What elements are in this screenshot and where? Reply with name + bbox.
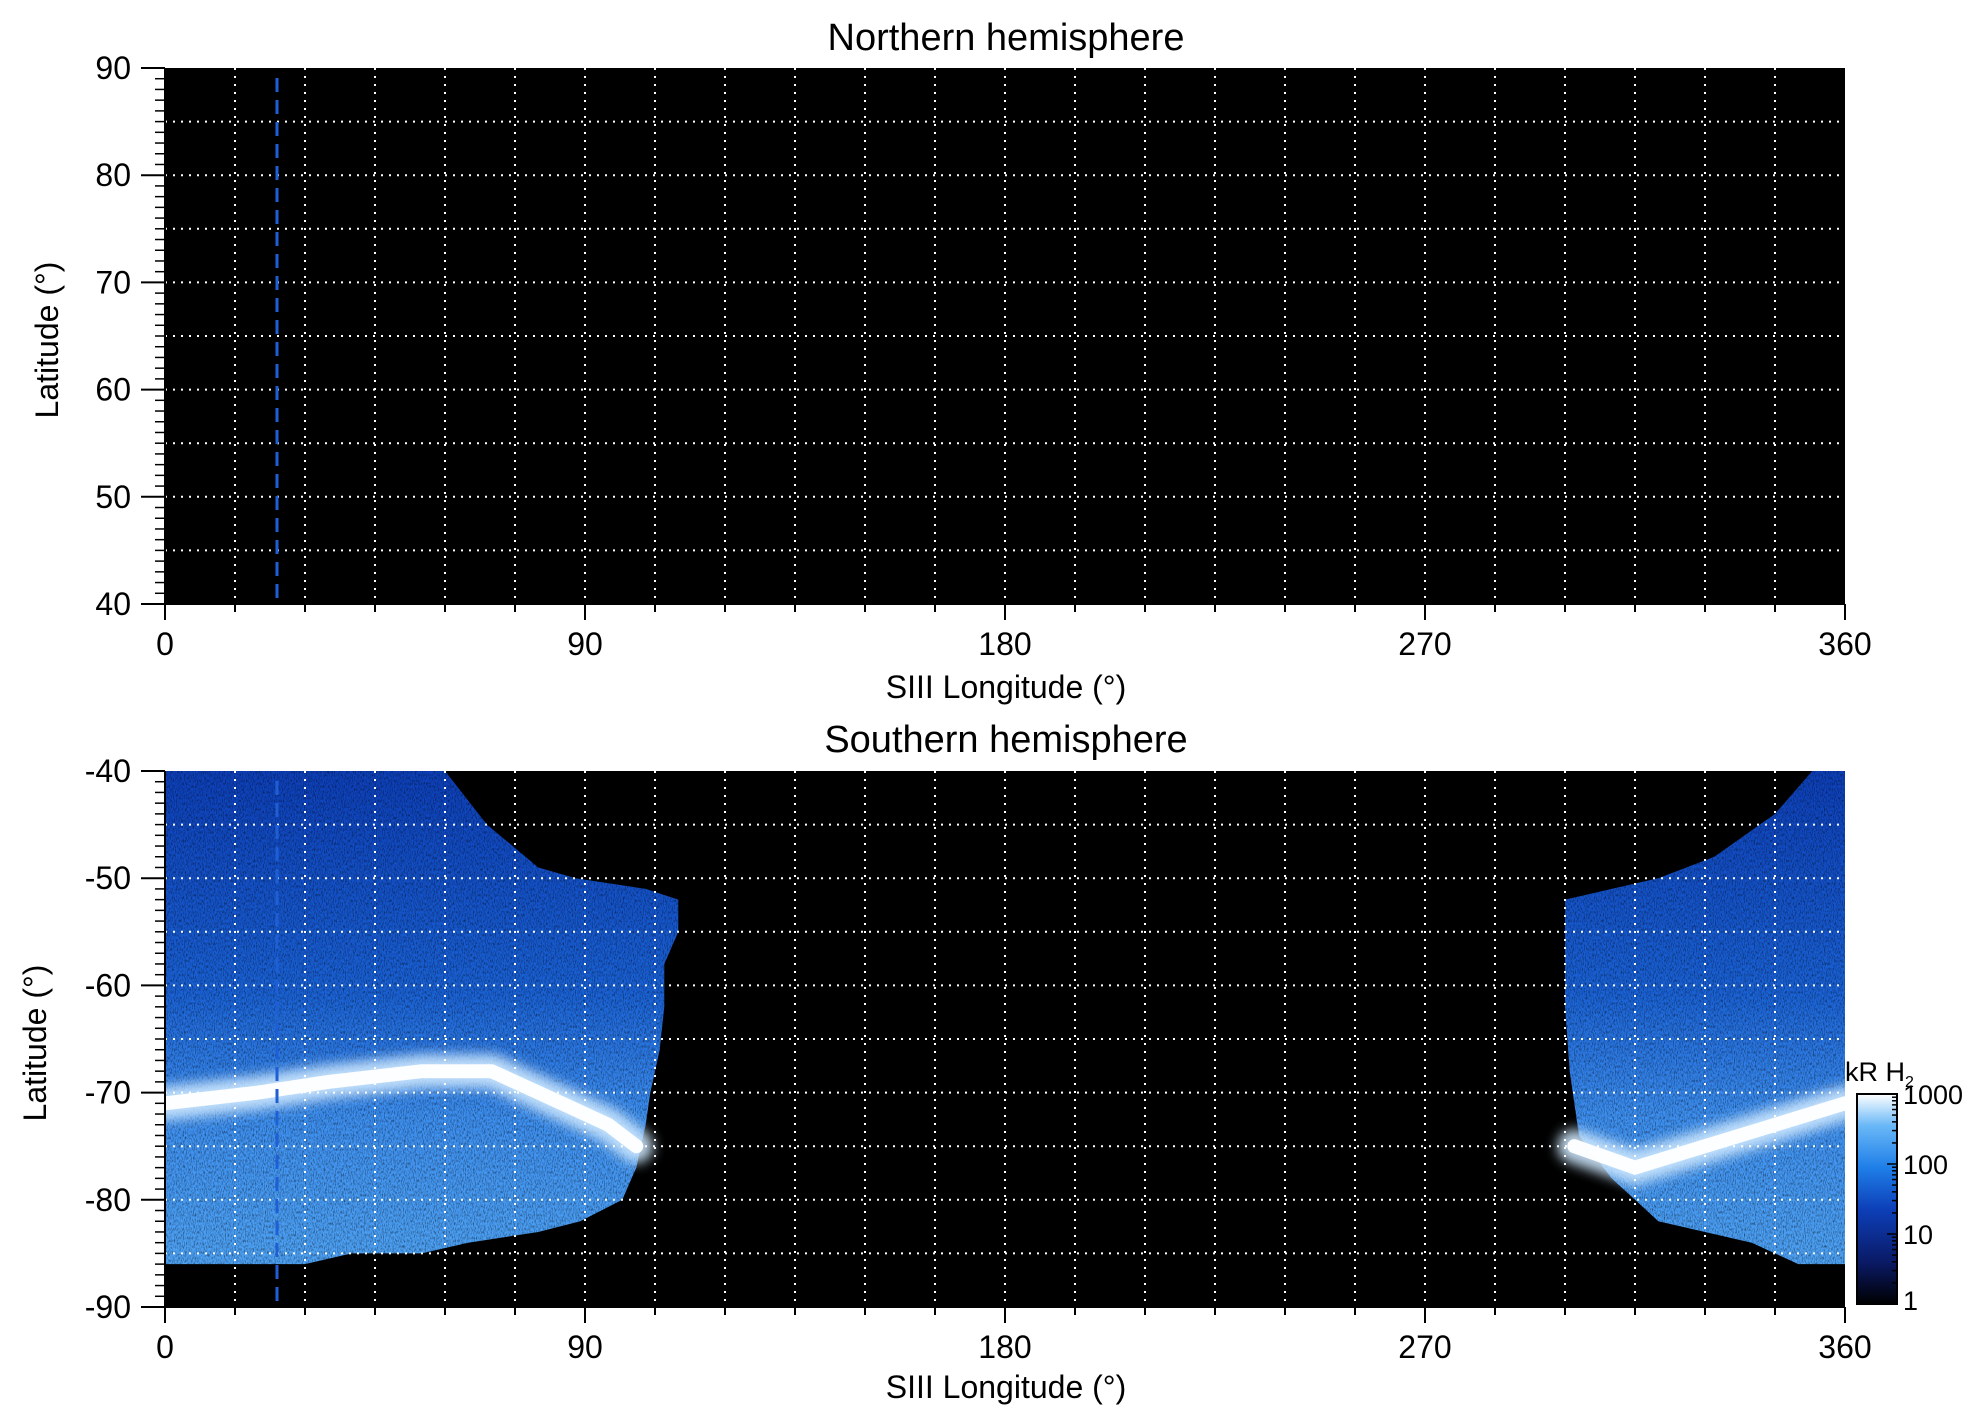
x-tick-label: 360 [1818,626,1871,662]
y-tick-label: -70 [85,1075,131,1111]
y-tick-label: 90 [95,50,131,86]
colorbar-tick-label: 1 [1903,1286,1918,1316]
y-tick-label: 40 [95,586,131,622]
south-x-axis-label: SIII Longitude (°) [886,1369,1126,1405]
y-tick-label: -40 [85,753,131,789]
x-tick-label: 360 [1818,1329,1871,1365]
x-tick-label: 90 [567,1329,603,1365]
southern-hemisphere-panel: Southern hemisphere 0 90 180 270 360 -40-50-… [17,719,1872,1405]
colorbar-label: kR H2 [1845,1057,1914,1091]
y-tick-label: 80 [95,157,131,193]
x-tick-label: 180 [978,626,1031,662]
colorbar: kR H2 1 10 100 1000 [1845,1057,1963,1316]
colorbar-tick-label: 1000 [1903,1080,1963,1110]
x-tick-label: 0 [156,626,174,662]
north-y-axis-label: Latitude (°) [29,262,65,419]
north-grid [165,68,1845,604]
north-axis-ticks [141,67,1846,620]
south-y-tick-labels: -40 -50 -60 -70 -80 -90 [85,753,131,1325]
south-grid [165,771,1845,1307]
x-tick-label: 180 [978,1329,1031,1365]
x-tick-label: 270 [1398,1329,1451,1365]
y-tick-label: 60 [95,372,131,408]
coverage-region-1-texture [165,771,679,1265]
y-tick-label: -80 [85,1182,131,1218]
south-x-tick-labels: 0 90 180 270 360 [156,1329,1872,1365]
north-title: Northern hemisphere [828,17,1185,59]
north-x-axis-label: SIII Longitude (°) [886,669,1126,705]
colorbar-ramp [1856,1093,1898,1305]
north-y-tick-labels: 40 50 60 70 80 90 [95,50,131,622]
south-y-axis-label: Latitude (°) [17,965,53,1122]
north-x-tick-labels: 0 90 180 270 360 [156,626,1872,662]
colorbar-tick-label: 10 [1903,1220,1933,1250]
x-tick-label: 270 [1398,626,1451,662]
x-tick-label: 90 [567,626,603,662]
northern-hemisphere-panel: Northern hemisphere 0 90 180 270 360 40 50 60 7… [29,17,1872,705]
auroral-oval-2 [1567,1096,1845,1175]
y-tick-label: 70 [95,264,131,300]
colorbar-ticks: 1 10 100 1000 [1887,1080,1963,1316]
x-tick-label: 0 [156,1329,174,1365]
colorbar-tick-label: 100 [1903,1150,1948,1180]
south-title: Southern hemisphere [824,719,1187,761]
y-tick-label: -50 [85,860,131,896]
y-tick-label: 50 [95,479,131,515]
y-tick-label: -60 [85,967,131,1003]
auroral-oval-1 [165,1064,644,1154]
y-tick-label: -90 [85,1289,131,1325]
south-axis-ticks [141,770,1846,1323]
